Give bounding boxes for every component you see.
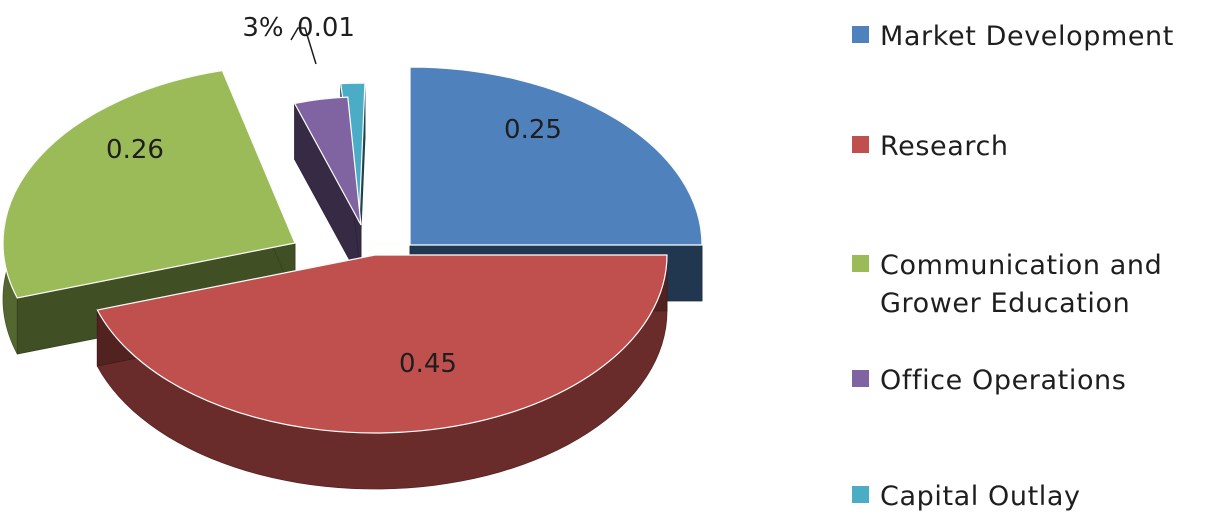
- legend-label-capital-outlay: Capital Outlay: [880, 481, 1081, 512]
- data-label-capital-outlay: 0.01: [297, 13, 355, 43]
- legend-swatch-communication: [852, 255, 869, 272]
- legend-label-market-development: Market Development: [880, 21, 1174, 52]
- legend: Market Development Research Communicatio…: [852, 0, 1221, 512]
- legend-swatch-office-operations: [852, 370, 869, 387]
- pie-slice-communication: [2, 69, 296, 299]
- pie-slice-office-operations: [293, 96, 362, 226]
- data-label-communication: 0.26: [106, 135, 164, 165]
- leader-line-office-operations: [290, 27, 317, 65]
- data-label-research: 0.45: [399, 349, 457, 379]
- legend-swatch-market-development: [852, 26, 869, 43]
- pie-slice-market-development: [409, 66, 703, 246]
- pie-slice-research: [96, 254, 668, 434]
- legend-item-office-operations: Office Operations: [852, 362, 1126, 400]
- legend-swatch-capital-outlay: [852, 486, 869, 503]
- legend-item-communication: Communication and Grower Education: [852, 247, 1190, 323]
- legend-label-communication: Communication and Grower Education: [880, 250, 1163, 319]
- legend-swatch-research: [852, 136, 869, 153]
- legend-item-capital-outlay: Capital Outlay: [852, 478, 1081, 516]
- legend-item-research: Research: [852, 128, 1009, 166]
- pie-chart: 0.25 0.45 0.26 3% 0.01: [2, 13, 703, 490]
- data-label-market-development: 0.25: [504, 115, 562, 145]
- data-label-office-operations: 3%: [242, 13, 283, 43]
- legend-item-market-development: Market Development: [852, 18, 1174, 56]
- legend-label-office-operations: Office Operations: [880, 365, 1127, 396]
- legend-label-research: Research: [880, 131, 1009, 162]
